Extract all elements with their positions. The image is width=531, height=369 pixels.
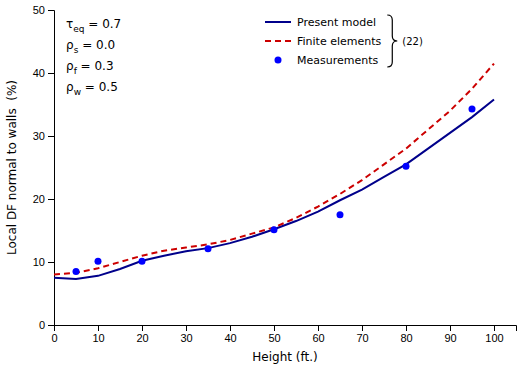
tick-mark — [48, 325, 54, 326]
tick: 0 — [39, 319, 54, 331]
point — [205, 245, 212, 252]
tick-mark — [186, 325, 187, 331]
tick-mark — [48, 262, 54, 263]
point — [73, 268, 80, 275]
legend-label: Present model — [297, 16, 376, 29]
tick: 10 — [92, 325, 104, 344]
legend-item: Measurements — [275, 54, 379, 67]
annotations: τeq = 0.7ρs = 0.0ρf = 0.3ρw = 0.5 — [66, 17, 121, 97]
tick-mark — [142, 325, 143, 331]
point — [271, 226, 278, 233]
annotation: ρw = 0.5 — [66, 80, 118, 97]
x-axis-title: Height (ft.) — [252, 350, 317, 364]
legend-brace — [387, 15, 397, 67]
tick-label: 60 — [312, 332, 324, 344]
annotation-part: ρ — [66, 59, 74, 73]
y-axis-title: Local DF normal to walls (%) — [5, 80, 19, 255]
tick: 0 — [51, 325, 57, 344]
y-axis: 0 10 20 30 40 50 — [33, 4, 55, 331]
tick-mark — [362, 325, 363, 331]
point — [95, 258, 102, 265]
tick-label: 50 — [268, 332, 280, 344]
annotation: τeq = 0.7 — [66, 17, 121, 34]
tick-mark — [450, 325, 451, 331]
tick: 20 — [33, 193, 54, 205]
tick-label: 20 — [136, 332, 148, 344]
tick-label: 0 — [51, 332, 57, 344]
tick: 10 — [33, 256, 54, 268]
legend-label: Measurements — [297, 54, 379, 67]
point — [139, 258, 146, 265]
tick-label: 80 — [400, 332, 412, 344]
tick-mark — [274, 325, 275, 331]
legend-swatch — [265, 21, 291, 23]
tick-label: 10 — [33, 256, 45, 268]
tick-label: 70 — [356, 332, 368, 344]
marks — [54, 64, 494, 279]
annotation-part: = 0.3 — [77, 59, 114, 73]
legend-swatch — [275, 57, 282, 64]
legend: Present model Finite elements Measurements… — [265, 15, 423, 67]
legend-item: Present model — [265, 16, 376, 29]
tick: 70 — [356, 325, 368, 344]
legend-item: Finite elements — [265, 35, 382, 48]
point — [403, 163, 410, 170]
tick: 40 — [33, 67, 54, 79]
tick-mark — [318, 325, 319, 331]
annotation: ρs = 0.0 — [66, 38, 115, 55]
legend-swatch — [265, 40, 291, 42]
tick-mark — [494, 325, 495, 331]
point — [337, 211, 344, 218]
tick-label: 30 — [33, 130, 45, 142]
tick-mark — [98, 325, 99, 331]
tick: 100 — [485, 325, 503, 344]
chart: 0 10 20 30 40 50 60 70 80 90 100 0 10 20 30 40 50 Height … — [0, 0, 531, 369]
tick-label: 40 — [224, 332, 236, 344]
tick-label: 50 — [33, 4, 45, 16]
tick: 30 — [33, 130, 54, 142]
legend-label: Finite elements — [297, 35, 382, 48]
series-points — [73, 105, 476, 275]
annotation-part: = 0.0 — [78, 38, 115, 52]
tick-mark — [406, 325, 407, 331]
tick-mark — [48, 136, 54, 137]
series-line — [54, 64, 494, 275]
tick: 90 — [444, 325, 456, 344]
x-axis: 0 10 20 30 40 50 60 70 80 90 100 — [51, 325, 516, 344]
tick: 80 — [400, 325, 412, 344]
tick: 50 — [33, 4, 54, 16]
axis-line — [55, 326, 517, 332]
tick-label: 90 — [444, 332, 456, 344]
tick-label: 30 — [180, 332, 192, 344]
tick-label: 20 — [33, 193, 45, 205]
tick-label: 40 — [33, 67, 45, 79]
tick: 40 — [224, 325, 236, 344]
tick-mark — [48, 73, 54, 74]
tick: 20 — [136, 325, 148, 344]
tick: 60 — [312, 325, 324, 344]
plot-area: 0 10 20 30 40 50 60 70 80 90 100 0 10 20 30 40 50 Height … — [5, 4, 517, 364]
tick-mark — [48, 199, 54, 200]
annotation: ρf = 0.3 — [66, 59, 114, 76]
annotation-part: = 0.7 — [84, 17, 121, 31]
annotation-subscript: eq — [73, 24, 84, 34]
annotation-part: ρ — [66, 38, 74, 52]
tick-label: 0 — [39, 319, 45, 331]
tick-label: 100 — [485, 332, 503, 344]
tick: 50 — [268, 325, 280, 344]
tick: 30 — [180, 325, 192, 344]
axis-line — [48, 11, 55, 326]
series-line — [54, 99, 494, 279]
annotation-part: ρ — [66, 80, 74, 94]
tick-mark — [48, 10, 54, 11]
legend-note: (22) — [402, 36, 423, 47]
annotation-part: = 0.5 — [81, 80, 118, 94]
tick-mark — [230, 325, 231, 331]
point — [469, 105, 476, 112]
tick-label: 10 — [92, 332, 104, 344]
annotation-subscript: w — [74, 87, 81, 97]
annotation-part: τ — [66, 17, 73, 31]
